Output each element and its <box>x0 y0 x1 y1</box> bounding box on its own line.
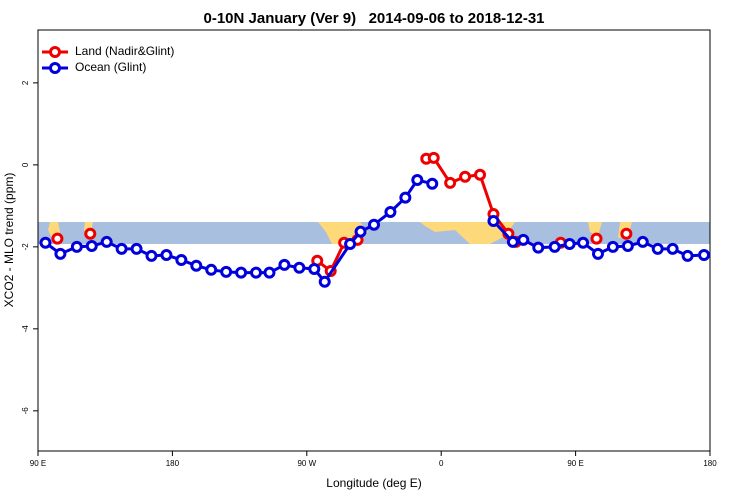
data-point <box>506 235 519 248</box>
data-point <box>85 240 98 253</box>
x-tick-label: 180 <box>166 459 180 468</box>
data-point <box>426 177 439 190</box>
legend-label: Land (Nadir&Glint) <box>75 44 174 58</box>
data-point <box>532 241 545 254</box>
chart-title: 0-10N January (Ver 9) 2014-09-06 to 2018… <box>203 10 544 27</box>
data-point <box>220 265 233 278</box>
data-point <box>474 168 487 181</box>
data-point <box>681 249 694 262</box>
x-tick-label: 90 E <box>567 459 583 468</box>
data-point <box>39 236 52 249</box>
data-point <box>620 227 633 240</box>
data-point <box>606 240 619 253</box>
data-point <box>444 176 457 189</box>
data-point <box>487 215 500 228</box>
data-point <box>666 242 679 255</box>
data-point <box>54 247 67 260</box>
data-point <box>145 249 158 262</box>
x-tick-label: 90 E <box>30 459 46 468</box>
data-point <box>411 174 424 187</box>
data-point <box>100 235 113 248</box>
y-tick-label: -6 <box>21 407 30 415</box>
data-point <box>84 227 97 240</box>
data-point <box>427 151 440 164</box>
y-axis-label: XCO2 - MLO trend (ppm) <box>2 173 16 308</box>
data-point <box>384 206 397 219</box>
data-point <box>698 249 711 262</box>
data-point <box>459 170 472 183</box>
legend-marker <box>49 62 61 74</box>
data-point <box>563 237 576 250</box>
data-point <box>344 237 357 250</box>
data-point <box>70 240 83 253</box>
data-point <box>621 240 634 253</box>
legend-marker <box>49 46 61 58</box>
data-point <box>175 253 188 266</box>
data-point <box>354 225 367 238</box>
y-tick-label: -2 <box>21 243 30 251</box>
data-point <box>250 266 263 279</box>
plot-frame <box>37 29 711 452</box>
data-point <box>263 266 276 279</box>
data-point <box>399 191 412 204</box>
data-point <box>205 263 218 276</box>
data-point <box>368 218 380 231</box>
data-point <box>160 249 173 262</box>
x-axis-label: Longitude (deg E) <box>326 476 421 490</box>
y-tick-label: -4 <box>21 325 30 333</box>
data-point <box>577 236 590 249</box>
map-band <box>38 222 710 244</box>
data-point <box>636 235 649 248</box>
legend-label: Ocean (Glint) <box>75 60 146 74</box>
data-point <box>51 232 64 245</box>
data-point <box>651 242 664 255</box>
data-point <box>130 242 143 255</box>
data-point <box>115 242 128 255</box>
x-tick-label: 90 W <box>297 459 316 468</box>
data-point <box>517 233 530 246</box>
y-tick-label: 0 <box>21 162 30 167</box>
data-point <box>278 258 291 271</box>
x-tick-label: 180 <box>703 459 717 468</box>
data-point <box>235 266 248 279</box>
x-tick-label: 0 <box>439 459 444 468</box>
data-point <box>190 259 203 272</box>
data-point <box>590 232 603 245</box>
y-tick-label: 2 <box>21 80 30 85</box>
data-point <box>548 240 561 253</box>
data-point <box>308 262 321 275</box>
data-point <box>592 247 604 260</box>
data-point <box>293 261 306 274</box>
data-point <box>318 275 331 288</box>
